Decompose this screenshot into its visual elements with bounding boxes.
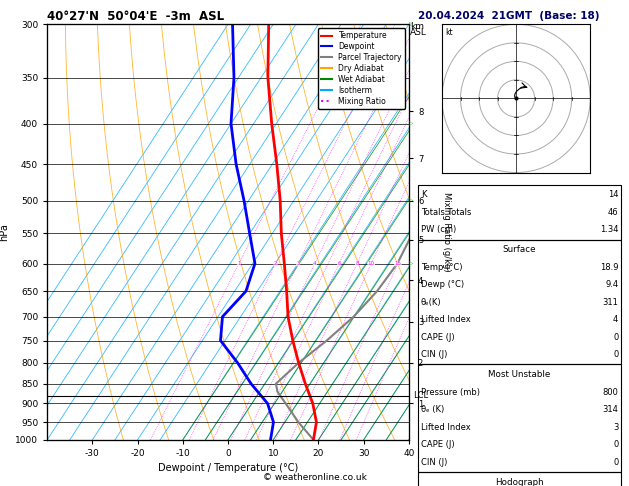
Text: 1: 1 [237, 261, 241, 266]
Text: ▷: ▷ [409, 198, 413, 203]
Text: θₑ(K): θₑ(K) [421, 298, 442, 307]
Text: 0: 0 [613, 350, 618, 359]
Text: 18.9: 18.9 [600, 263, 618, 272]
Text: 46: 46 [608, 208, 618, 217]
Text: CIN (J): CIN (J) [421, 350, 447, 359]
Text: 6: 6 [337, 261, 341, 266]
Text: © weatheronline.co.uk: © weatheronline.co.uk [262, 473, 367, 482]
Text: 4: 4 [613, 315, 618, 324]
Text: 314: 314 [603, 405, 618, 414]
Y-axis label: hPa: hPa [0, 223, 9, 241]
Text: PW (cm): PW (cm) [421, 226, 456, 234]
Y-axis label: Mixing Ratio (g/kg): Mixing Ratio (g/kg) [442, 192, 450, 272]
Text: 10: 10 [368, 261, 375, 266]
Text: Lifted Index: Lifted Index [421, 423, 470, 432]
Text: 15: 15 [394, 261, 401, 266]
Text: ▷: ▷ [409, 121, 413, 126]
Text: Hodograph: Hodograph [495, 478, 543, 486]
Text: CIN (J): CIN (J) [421, 458, 447, 467]
Text: Surface: Surface [503, 245, 536, 254]
Text: Dewp (°C): Dewp (°C) [421, 280, 464, 289]
Text: Totals Totals: Totals Totals [421, 208, 471, 217]
Text: 311: 311 [603, 298, 618, 307]
Text: 0: 0 [613, 458, 618, 467]
Text: 0: 0 [613, 333, 618, 342]
Text: ASL: ASL [410, 28, 427, 37]
Text: 3: 3 [296, 261, 300, 266]
Text: 4: 4 [313, 261, 316, 266]
Text: km: km [410, 22, 424, 31]
Text: Most Unstable: Most Unstable [488, 370, 550, 379]
Text: θₑ (K): θₑ (K) [421, 405, 444, 414]
Text: Lifted Index: Lifted Index [421, 315, 470, 324]
Text: CAPE (J): CAPE (J) [421, 440, 454, 449]
Text: kt: kt [446, 28, 454, 37]
Legend: Temperature, Dewpoint, Parcel Trajectory, Dry Adiabat, Wet Adiabat, Isotherm, Mi: Temperature, Dewpoint, Parcel Trajectory… [318, 28, 405, 109]
Text: 9.4: 9.4 [605, 280, 618, 289]
Text: 1.34: 1.34 [600, 226, 618, 234]
Text: Pressure (mb): Pressure (mb) [421, 388, 480, 397]
Text: 0: 0 [613, 440, 618, 449]
Text: CAPE (J): CAPE (J) [421, 333, 454, 342]
Text: 40°27'N  50°04'E  -3m  ASL: 40°27'N 50°04'E -3m ASL [47, 10, 225, 23]
Text: 14: 14 [608, 191, 618, 199]
Text: K: K [421, 191, 426, 199]
Text: 3: 3 [613, 423, 618, 432]
Text: 2: 2 [274, 261, 277, 266]
Text: Temp (°C): Temp (°C) [421, 263, 462, 272]
X-axis label: Dewpoint / Temperature (°C): Dewpoint / Temperature (°C) [158, 464, 298, 473]
Text: 20.04.2024  21GMT  (Base: 18): 20.04.2024 21GMT (Base: 18) [418, 11, 600, 21]
Text: 8: 8 [355, 261, 359, 266]
Text: 800: 800 [603, 388, 618, 397]
Text: ▷: ▷ [409, 22, 413, 27]
Text: ▷: ▷ [409, 261, 413, 266]
Text: LCL: LCL [413, 391, 428, 400]
